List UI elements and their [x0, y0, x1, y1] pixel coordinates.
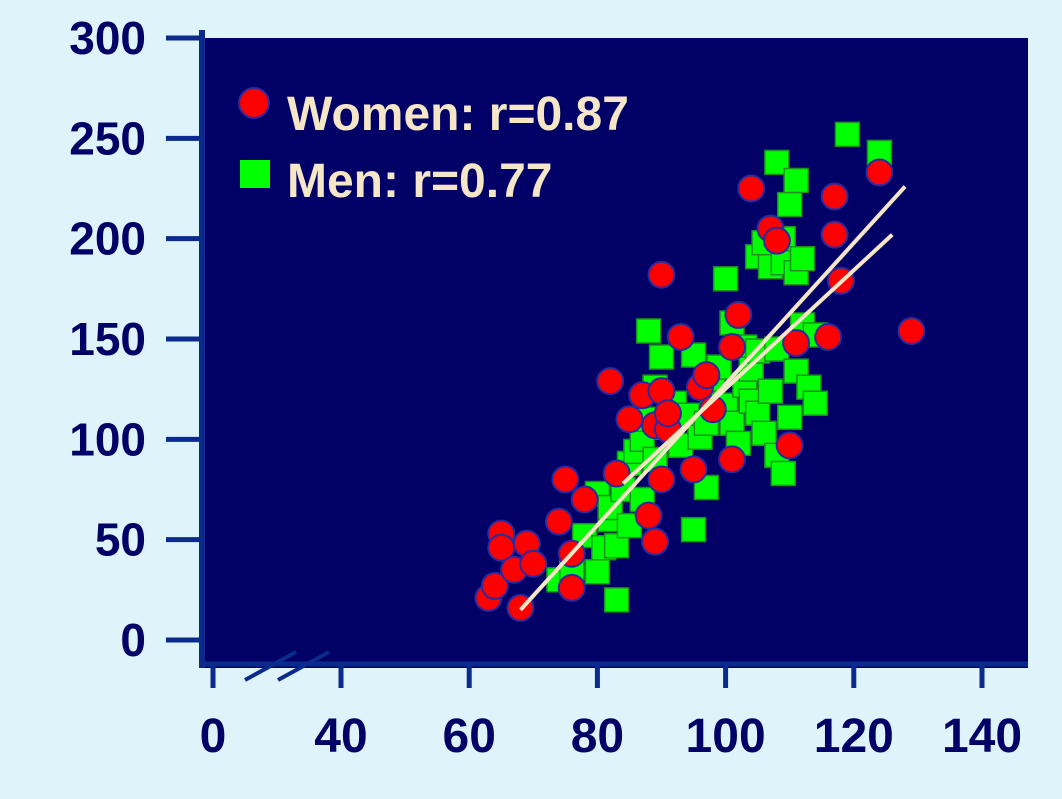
men-point: [584, 559, 611, 585]
y-tick-label: 50: [95, 514, 146, 566]
y-tick-label: 0: [120, 614, 146, 666]
y-tick-label: 200: [69, 213, 146, 265]
women-point: [666, 322, 695, 351]
legend-women-marker: [238, 87, 270, 119]
women-point: [762, 226, 791, 255]
x-tick-label: 60: [443, 710, 496, 763]
men-point: [783, 167, 809, 194]
women-point: [814, 322, 843, 351]
women-point: [544, 507, 573, 536]
y-tick-label: 250: [69, 112, 146, 164]
x-tick-label: 0: [200, 710, 227, 763]
legend-men-label: Men: r=0.77: [287, 155, 552, 208]
men-point: [802, 390, 829, 416]
men-point: [789, 245, 816, 272]
x-tick-label: 40: [314, 710, 367, 763]
women-point: [737, 174, 766, 203]
men-point: [776, 404, 803, 431]
legend-men-marker: [240, 160, 270, 188]
women-point: [820, 220, 849, 249]
men-point: [648, 344, 675, 370]
women-point: [634, 501, 663, 530]
men-point: [751, 420, 777, 447]
y-tick-label: 150: [69, 313, 146, 365]
women-point: [865, 158, 894, 187]
men-point: [770, 460, 797, 487]
men-point: [712, 266, 739, 292]
x-tick-label: 120: [814, 710, 894, 763]
women-point: [718, 445, 747, 474]
women-point: [775, 431, 804, 460]
x-tick-label: 140: [942, 710, 1022, 763]
women-point: [897, 316, 926, 345]
women-point: [718, 333, 747, 362]
men-point: [757, 378, 784, 404]
women-point: [519, 549, 548, 578]
women-point: [596, 367, 625, 396]
women-point: [557, 573, 586, 602]
women-point: [641, 527, 670, 556]
women-point: [615, 405, 644, 434]
y-tick-label: 100: [69, 413, 146, 465]
men-point: [603, 587, 630, 613]
women-point: [602, 459, 631, 488]
women-point: [480, 571, 509, 600]
men-point: [635, 318, 662, 344]
women-point: [570, 485, 599, 514]
x-axis-break-mark: [244, 650, 297, 682]
women-point: [653, 399, 682, 428]
x-tick-label: 100: [686, 710, 766, 763]
women-point: [647, 260, 676, 289]
women-point: [647, 465, 676, 494]
women-point: [782, 329, 811, 358]
women-point: [724, 300, 753, 329]
x-axis-break-mark: [277, 650, 330, 682]
women-point: [692, 361, 721, 390]
women-point: [679, 455, 708, 484]
men-point: [776, 191, 803, 218]
men-fit-line: [621, 233, 894, 485]
y-tick-label: 300: [69, 12, 146, 64]
women-point: [820, 182, 849, 211]
legend-women-label: Women: r=0.87: [287, 88, 629, 141]
women-point: [551, 465, 580, 494]
x-tick-label: 80: [571, 710, 624, 763]
men-point: [680, 516, 707, 543]
men-point: [834, 121, 861, 148]
